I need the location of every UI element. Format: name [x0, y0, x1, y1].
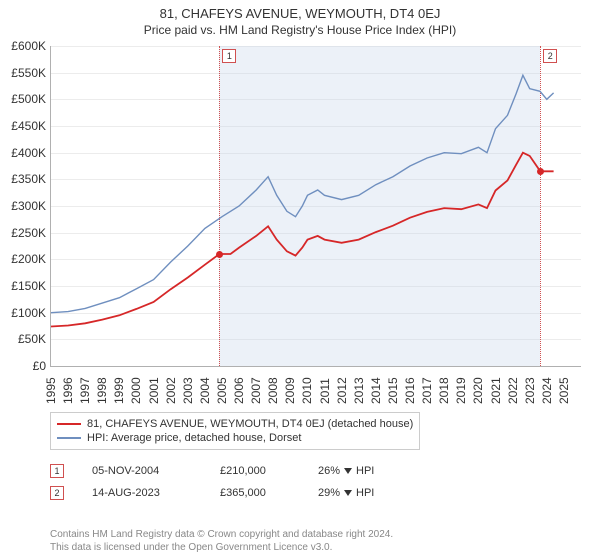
y-tick-label: £350K — [0, 172, 46, 186]
x-tick-label: 2024 — [540, 384, 554, 404]
legend-label: 81, CHAFEYS AVENUE, WEYMOUTH, DT4 0EJ (d… — [87, 418, 413, 430]
y-tick-label: £400K — [0, 146, 46, 160]
x-tick-label: 2013 — [352, 384, 366, 404]
x-tick-label: 2010 — [300, 384, 314, 404]
y-tick-label: £0 — [0, 359, 46, 373]
x-tick-label: 2011 — [318, 384, 332, 404]
x-tick-label: 2016 — [403, 384, 417, 404]
legend-item: 81, CHAFEYS AVENUE, WEYMOUTH, DT4 0EJ (d… — [57, 417, 413, 431]
legend-item: HPI: Average price, detached house, Dors… — [57, 431, 413, 445]
y-tick-label: £500K — [0, 92, 46, 106]
x-tick-label: 2008 — [266, 384, 280, 404]
y-tick-label: £150K — [0, 279, 46, 293]
x-tick-label: 1999 — [112, 384, 126, 404]
y-tick-label: £450K — [0, 119, 46, 133]
sale-row-price: £210,000 — [220, 465, 290, 477]
x-tick-label: 2001 — [147, 384, 161, 404]
x-tick-label: 2000 — [129, 384, 143, 404]
attribution-line1: Contains HM Land Registry data © Crown c… — [50, 528, 393, 541]
x-tick-label: 2009 — [283, 384, 297, 404]
attribution-line2: This data is licensed under the Open Gov… — [50, 541, 393, 554]
sale-row-diff-pct: 26% — [318, 465, 340, 477]
x-tick-label: 1997 — [78, 384, 92, 404]
y-tick-label: £100K — [0, 306, 46, 320]
chart-subtitle: Price paid vs. HM Land Registry's House … — [0, 21, 600, 37]
arrow-down-icon — [344, 490, 352, 496]
x-tick-label: 2019 — [454, 384, 468, 404]
x-tick-label: 2020 — [471, 384, 485, 404]
x-tick-label: 1998 — [95, 384, 109, 404]
x-tick-label: 1995 — [44, 384, 58, 404]
series-hpi — [51, 75, 554, 312]
sale-row-marker: 1 — [50, 464, 64, 478]
x-tick-label: 2022 — [506, 384, 520, 404]
legend-swatch — [57, 437, 81, 439]
series-svg — [51, 46, 581, 366]
x-tick-label: 2005 — [215, 384, 229, 404]
plot-area: 12 £0£50K£100K£150K£200K£250K£300K£350K£… — [50, 46, 580, 366]
plot-frame: 12 — [50, 46, 581, 367]
x-tick-label: 2006 — [232, 384, 246, 404]
series-property — [51, 153, 554, 327]
x-tick-label: 2004 — [198, 384, 212, 404]
sale-event-dot — [216, 251, 223, 258]
y-tick-label: £600K — [0, 39, 46, 53]
x-tick-label: 2014 — [369, 384, 383, 404]
x-tick-label: 2021 — [489, 384, 503, 404]
sale-row-date: 14-AUG-2023 — [92, 487, 192, 499]
y-tick-label: £50K — [0, 332, 46, 346]
x-tick-label: 2015 — [386, 384, 400, 404]
sale-event-dot — [537, 168, 544, 175]
chart-container: 81, CHAFEYS AVENUE, WEYMOUTH, DT4 0EJ Pr… — [0, 0, 600, 560]
legend: 81, CHAFEYS AVENUE, WEYMOUTH, DT4 0EJ (d… — [50, 412, 420, 450]
x-tick-label: 2025 — [557, 384, 571, 404]
y-tick-label: £250K — [0, 226, 46, 240]
legend-label: HPI: Average price, detached house, Dors… — [87, 432, 301, 444]
x-tick-label: 2003 — [181, 384, 195, 404]
chart-title: 81, CHAFEYS AVENUE, WEYMOUTH, DT4 0EJ — [0, 0, 600, 21]
x-tick-label: 2007 — [249, 384, 263, 404]
sale-row-diff: 26% HPI — [318, 465, 406, 477]
sale-row: 1 05-NOV-2004 £210,000 26% HPI — [50, 460, 406, 482]
sale-row-diff-pct: 29% — [318, 487, 340, 499]
sales-table: 1 05-NOV-2004 £210,000 26% HPI 2 14-AUG-2023 £3… — [50, 460, 406, 504]
attribution: Contains HM Land Registry data © Crown c… — [50, 528, 393, 554]
arrow-down-icon — [344, 468, 352, 474]
sale-row-vs: HPI — [356, 487, 374, 499]
y-tick-label: £550K — [0, 66, 46, 80]
sale-row-vs: HPI — [356, 465, 374, 477]
x-tick-label: 2012 — [335, 384, 349, 404]
x-tick-label: 2018 — [437, 384, 451, 404]
x-tick-label: 2017 — [420, 384, 434, 404]
y-tick-label: £300K — [0, 199, 46, 213]
sale-row-date: 05-NOV-2004 — [92, 465, 192, 477]
x-tick-label: 1996 — [61, 384, 75, 404]
sale-row: 2 14-AUG-2023 £365,000 29% HPI — [50, 482, 406, 504]
sale-row-marker: 2 — [50, 486, 64, 500]
sale-row-diff: 29% HPI — [318, 487, 406, 499]
sale-row-price: £365,000 — [220, 487, 290, 499]
x-tick-label: 2023 — [523, 384, 537, 404]
y-tick-label: £200K — [0, 252, 46, 266]
legend-swatch — [57, 423, 81, 425]
x-tick-label: 2002 — [164, 384, 178, 404]
